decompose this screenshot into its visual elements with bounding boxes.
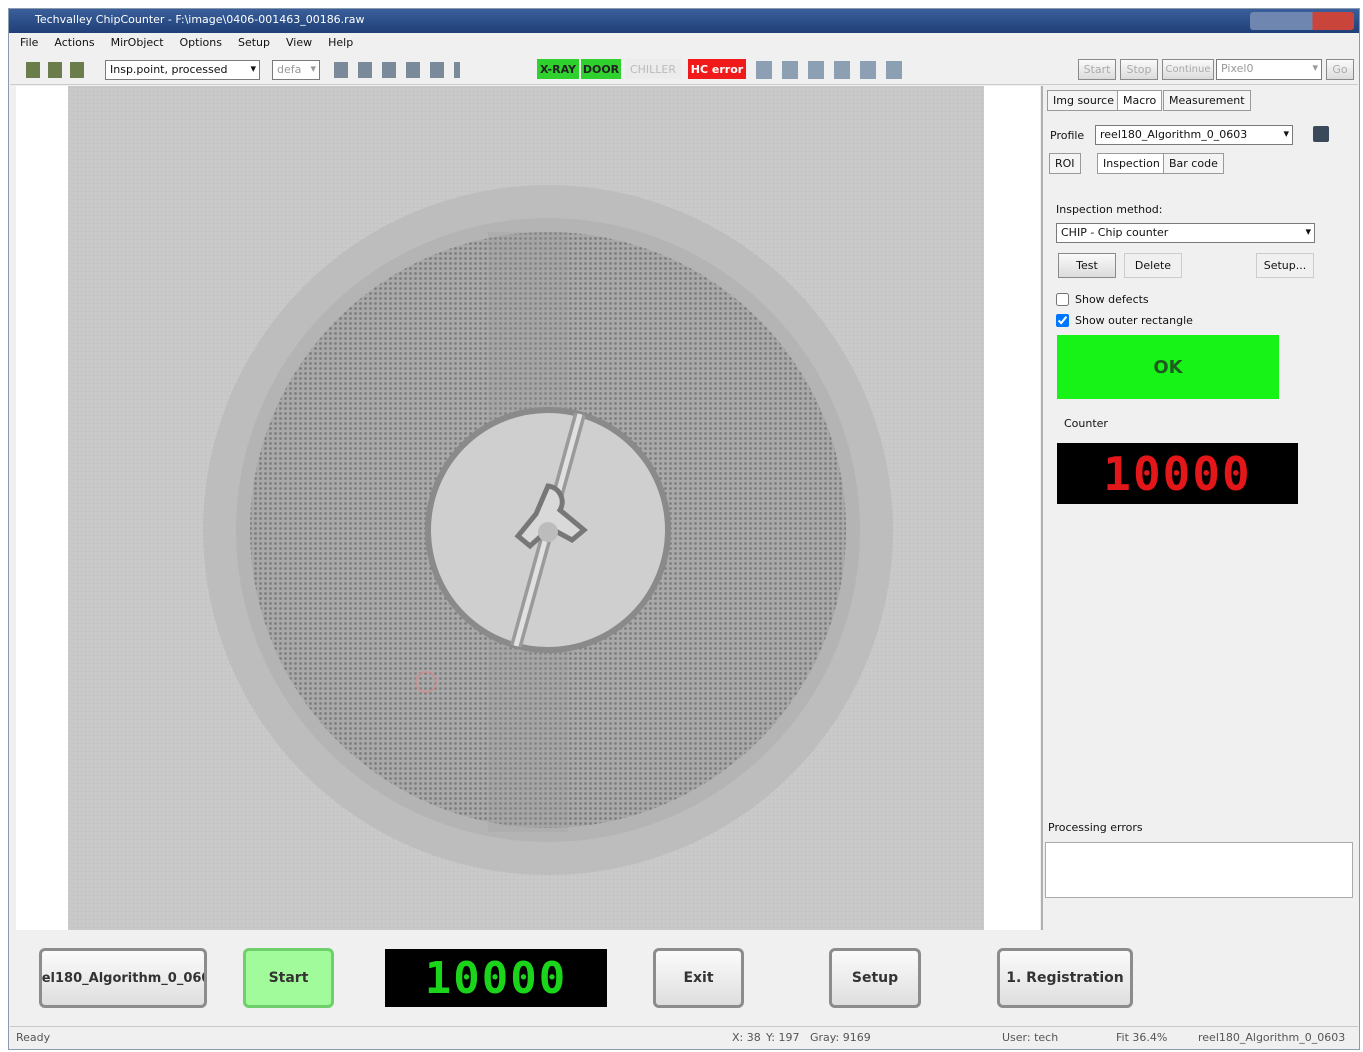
tab[interactable]: Img source <box>1047 90 1120 111</box>
window-controls[interactable] <box>1250 12 1354 30</box>
status-text: Gray: 9169 <box>810 1031 871 1044</box>
profile-label: Profile <box>1050 129 1084 142</box>
indicator: CHILLER <box>625 59 681 79</box>
toolbar-icons[interactable] <box>334 62 460 78</box>
menu-item[interactable]: File <box>20 36 38 49</box>
status-text: Y: 197 <box>766 1031 799 1044</box>
pixel-select[interactable]: Pixel0 <box>1216 59 1322 80</box>
menu-bar: File Actions MirObject Options Setup View Help <box>20 36 369 49</box>
subtab[interactable]: Inspection <box>1097 153 1166 174</box>
menu-item[interactable]: Setup <box>238 36 270 49</box>
subtab[interactable]: Bar code <box>1163 153 1224 174</box>
zoom-mode-select[interactable]: defa <box>272 60 320 80</box>
subtab[interactable]: ROI <box>1049 153 1081 174</box>
counter-display: 10000 <box>1057 443 1298 504</box>
exit-button[interactable]: Exit <box>653 948 744 1008</box>
splitter <box>1041 86 1043 930</box>
menu-item[interactable]: Options <box>180 36 222 49</box>
indicator: HC error <box>688 59 746 79</box>
menu-item[interactable]: MirObject <box>111 36 164 49</box>
counter-label: Counter <box>1064 417 1108 430</box>
menu-item[interactable]: Help <box>328 36 353 49</box>
method-label: Inspection method: <box>1056 203 1163 216</box>
continue-button[interactable]: Continue <box>1162 59 1214 80</box>
bottom-counter: 10000 <box>385 949 607 1007</box>
start-button[interactable]: Start <box>243 948 334 1008</box>
profile-select[interactable]: reel180_Algorithm_0_0603 <box>1095 125 1293 145</box>
tab[interactable]: Measurement <box>1163 90 1251 111</box>
test-button[interactable]: Test <box>1058 253 1116 278</box>
status-text: reel180_Algorithm_0_0603 <box>1198 1031 1345 1044</box>
setup-button[interactable]: Setup... <box>1256 253 1314 278</box>
page: Techvalley ChipCounter - F:\image\0406-0… <box>0 0 1363 1052</box>
toolbar-icons[interactable] <box>26 62 92 78</box>
errors-box[interactable] <box>1045 842 1353 898</box>
delete-button[interactable]: Delete <box>1124 253 1182 278</box>
stop-button[interactable]: Stop <box>1120 59 1158 80</box>
xray-image[interactable] <box>68 86 984 930</box>
profile-button[interactable]: reel180_Algorithm_0_0603 <box>39 948 207 1008</box>
start-button[interactable]: Start <box>1078 59 1116 80</box>
view-mode-select[interactable]: Insp.point, processed <box>105 60 260 80</box>
errors-label: Processing errors <box>1048 821 1143 834</box>
menu-item[interactable]: View <box>286 36 312 49</box>
checkbox[interactable] <box>1056 314 1069 327</box>
registration-button[interactable]: 1. Registration <box>997 948 1133 1008</box>
method-select[interactable]: CHIP - Chip counter <box>1056 223 1315 243</box>
checkbox-row[interactable]: Show outer rectangle <box>1056 314 1193 327</box>
checkbox-label: Show outer rectangle <box>1075 314 1193 327</box>
status-text: Ready <box>16 1031 50 1044</box>
result-indicator: OK <box>1057 335 1279 399</box>
checkbox-row[interactable]: Show defects <box>1056 293 1149 306</box>
status-text: Fit 36.4% <box>1116 1031 1167 1044</box>
status-bar: Ready X: 38 Y: 197 Gray: 9169 User: tech… <box>10 1026 1358 1048</box>
title-bar: Techvalley ChipCounter - F:\image\0406-0… <box>9 9 1359 33</box>
menu-item[interactable]: Actions <box>54 36 94 49</box>
save-icon[interactable] <box>1313 126 1329 142</box>
checkbox[interactable] <box>1056 293 1069 306</box>
tab[interactable]: Macro <box>1117 90 1162 111</box>
indicator: DOOR <box>581 59 621 79</box>
window-title: Techvalley ChipCounter - F:\image\0406-0… <box>35 13 364 26</box>
toolbar-icons[interactable] <box>756 61 906 79</box>
status-text: User: tech <box>1002 1031 1058 1044</box>
go-button[interactable]: Go <box>1326 59 1354 80</box>
status-text: X: 38 <box>732 1031 761 1044</box>
checkbox-label: Show defects <box>1075 293 1149 306</box>
indicator: X-RAY <box>537 59 579 79</box>
setup-button[interactable]: Setup <box>829 948 921 1008</box>
